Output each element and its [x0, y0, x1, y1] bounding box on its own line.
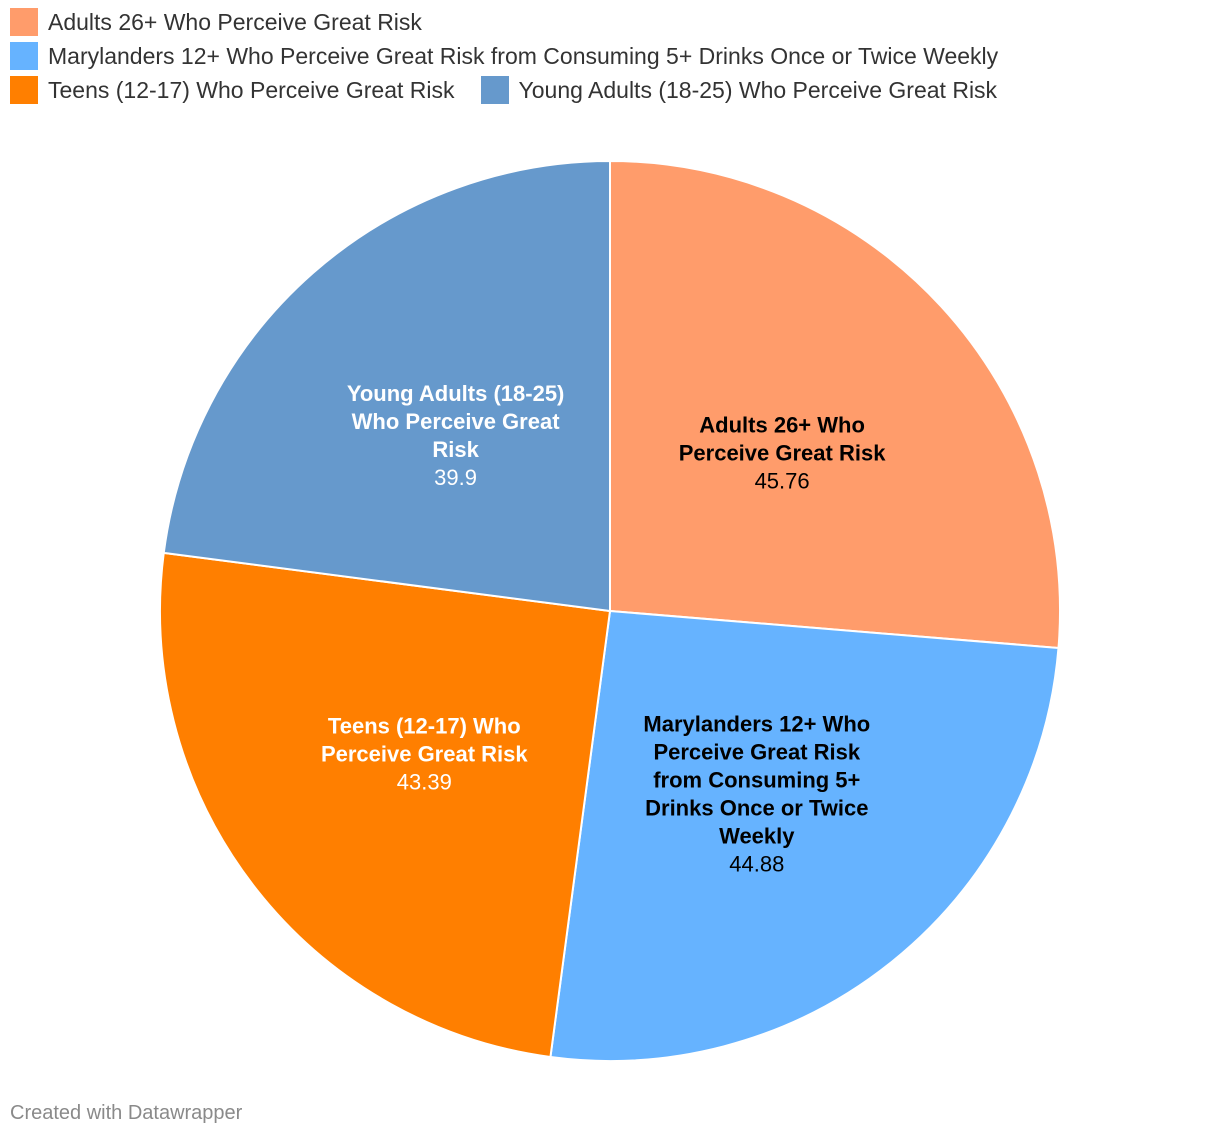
slice-label-line: Young Adults (18-25) [347, 381, 565, 406]
slice-value-label: 39.9 [434, 465, 477, 490]
pie-chart: Adults 26+ Who Perceive Great Risk 45.76 Ma… [159, 159, 1061, 1062]
slice-label-line: Marylanders 12+ Who [643, 711, 870, 736]
slice-label-young-adults-18-25-who-perceive-great-risk: Young Adults (18-25) Who Perceive Great Ri… [347, 381, 565, 490]
legend-swatch [10, 8, 38, 36]
slice-label-line: Perceive Great Risk [653, 739, 860, 764]
slice-label-line: Weekly [719, 823, 795, 848]
slice-label-line: Who Perceive Great [352, 409, 561, 434]
slice-label-line: Teens (12-17) Who [328, 713, 521, 738]
slice-value-label: 45.76 [755, 469, 810, 494]
slice-label-line: Drinks Once or Twice [645, 795, 868, 820]
slice-label-teens-12-17-who-perceive-great-risk: Teens (12-17) Who Perceive Great Risk 43.3… [321, 713, 528, 794]
slice-label-line: Perceive Great Risk [321, 741, 528, 766]
slice-label-marylanders-12-who-perceive-great-risk-from-consuming-5-drinks-once-or-twice-weekly: Marylanders 12+ Who Perceive Great Risk fr… [643, 711, 870, 876]
legend: Adults 26+ Who Perceive Great Risk Maryl… [10, 8, 1210, 104]
legend-item-teens: Teens (12-17) Who Perceive Great Risk [10, 76, 455, 104]
slice-label-line: Perceive Great Risk [679, 441, 886, 466]
pie-slice-young-adults-18-25-who-perceive-great-risk [162, 159, 611, 613]
legend-swatch [10, 76, 38, 104]
legend-label: Young Adults (18-25) Who Perceive Great … [518, 77, 998, 103]
slice-label-adults-26-who-perceive-great-risk: Adults 26+ Who Perceive Great Risk 45.76 [679, 413, 886, 494]
legend-swatch [10, 42, 38, 70]
legend-item-marylanders-12: Marylanders 12+ Who Perceive Great Risk … [10, 42, 1210, 70]
slice-label-line: from Consuming 5+ [653, 767, 860, 792]
slice-value-label: 44.88 [729, 851, 784, 876]
legend-swatch [480, 76, 509, 104]
legend-label: Marylanders 12+ Who Perceive Great Risk … [48, 43, 999, 69]
pie-slice-marylanders-12-who-perceive-great-risk-from-consuming-5-drinks-once-or-twice-weekly [549, 609, 1060, 1062]
legend-label: Adults 26+ Who Perceive Great Risk [48, 9, 422, 35]
slice-value-label: 43.39 [397, 769, 452, 794]
slice-label-line: Adults 26+ Who [699, 413, 865, 438]
legend-item-young-adults: Young Adults (18-25) Who Perceive Great … [480, 76, 998, 104]
pie-slice-teens-12-17-who-perceive-great-risk [159, 551, 612, 1059]
pie-slices [159, 159, 1061, 1062]
pie-labels: Adults 26+ Who Perceive Great Risk 45.76 Ma… [321, 381, 886, 876]
slice-label-line: Risk [432, 437, 479, 462]
pie-slice-adults-26-who-perceive-great-risk [609, 159, 1061, 650]
legend-item-adults-26: Adults 26+ Who Perceive Great Risk [10, 8, 1210, 36]
footer-credit: Created with Datawrapper [10, 1102, 243, 1124]
legend-label: Teens (12-17) Who Perceive Great Risk [48, 77, 455, 103]
